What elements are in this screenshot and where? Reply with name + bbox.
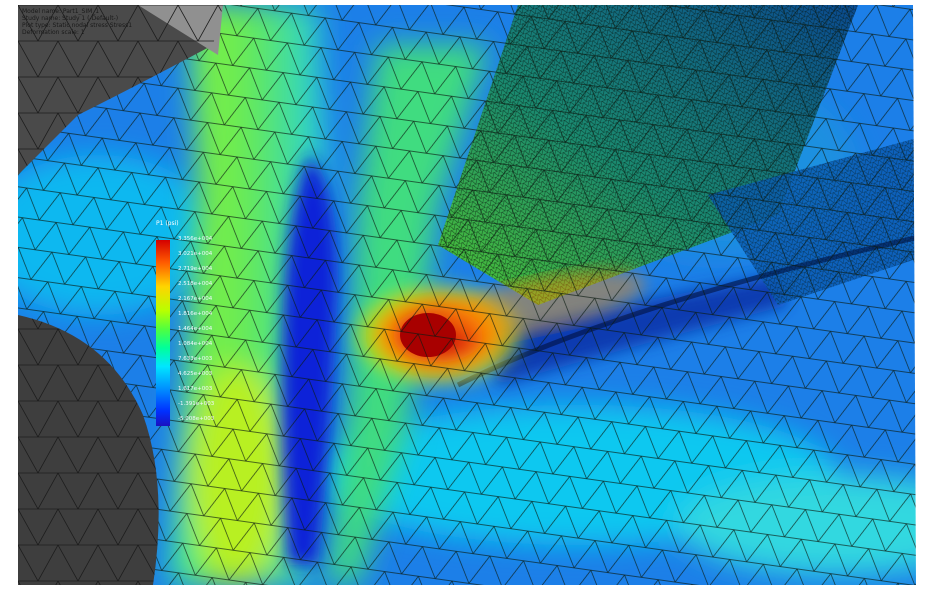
legend-tick: 7.633e+003 — [178, 356, 213, 362]
legend-tick: 1.464e+004 — [178, 326, 213, 332]
legend-tick: 2.719e+004 — [178, 266, 213, 272]
info-model-name: Model name: Part1_SIM_1 — [22, 8, 100, 15]
info-deformation-scale: Deformation scale: 1 — [22, 29, 85, 36]
legend-tick: 3.356e+004 — [178, 236, 213, 242]
adjacent-part-top — [18, 5, 223, 175]
info-study-name: Study name: Study 1 (-Default-) — [22, 15, 119, 22]
legend-tick: -1.391e+003 — [178, 401, 215, 407]
legend-title: P1 (psi) — [156, 220, 179, 227]
viewport-edge — [913, 5, 928, 585]
legend-tick: 3.021e+004 — [178, 251, 213, 257]
legend-tick: 1.617e+003 — [178, 386, 213, 392]
legend-color-bar — [156, 240, 170, 426]
legend-tick: 4.625e+003 — [178, 371, 213, 377]
legend-tick: 1.084e+004 — [178, 341, 213, 347]
plot-info-block: Model name: Part1_SIM_1 Study name: Stud… — [22, 8, 132, 36]
bolt-hole-part — [18, 315, 159, 585]
legend-tick: -5.008e+003 — [178, 416, 215, 422]
legend-tick: 2.167e+004 — [178, 296, 213, 302]
fea-stress-plot[interactable] — [18, 5, 928, 585]
legend-tick: 1.816e+004 — [178, 311, 213, 317]
info-plot-type: Plot type: Static nodal stress Stress1 — [22, 22, 133, 29]
legend-tick: 2.518e+004 — [178, 281, 213, 287]
